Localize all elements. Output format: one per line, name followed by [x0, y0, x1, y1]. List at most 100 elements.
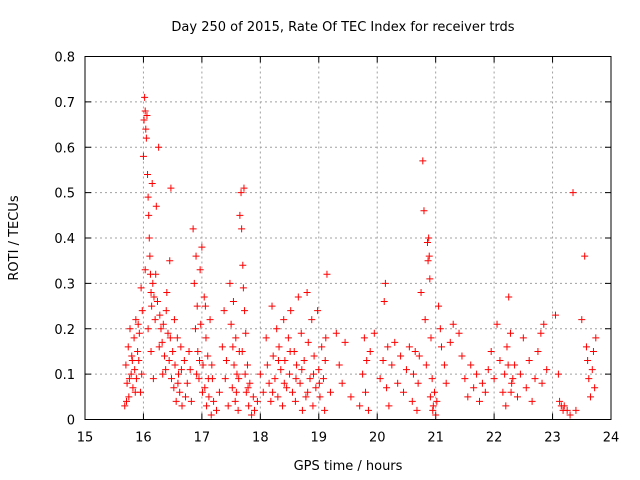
- data-point: [248, 411, 256, 419]
- data-point: [467, 361, 475, 369]
- data-point: [308, 316, 316, 324]
- data-point: [156, 311, 164, 319]
- data-point: [169, 347, 177, 355]
- data-point: [421, 316, 429, 324]
- data-point: [226, 279, 234, 287]
- data-point: [187, 397, 195, 405]
- data-point: [132, 316, 140, 324]
- y-tick-label: 0.3: [54, 277, 75, 292]
- grid-lines: [85, 56, 611, 420]
- data-point: [185, 347, 193, 355]
- data-point: [315, 379, 323, 387]
- data-point: [326, 388, 334, 396]
- data-point: [207, 411, 215, 419]
- data-point: [146, 252, 154, 260]
- data-point: [446, 338, 454, 346]
- data-point: [238, 225, 246, 233]
- data-point: [385, 402, 393, 410]
- data-point: [271, 375, 279, 383]
- data-point: [125, 375, 133, 383]
- data-point: [178, 402, 186, 410]
- data-point: [197, 320, 205, 328]
- data-point: [442, 379, 450, 387]
- data-point: [150, 293, 158, 301]
- data-point: [563, 406, 571, 414]
- data-point: [286, 347, 294, 355]
- data-point: [280, 316, 288, 324]
- data-point: [246, 379, 254, 387]
- data-point: [241, 307, 249, 315]
- data-point: [167, 184, 175, 192]
- data-point: [292, 375, 300, 383]
- data-point: [125, 393, 133, 401]
- data-point: [281, 357, 289, 365]
- x-tick-label: 22: [486, 431, 503, 446]
- data-point: [531, 375, 539, 383]
- data-point: [149, 279, 157, 287]
- data-point: [508, 379, 516, 387]
- data-point: [182, 393, 190, 401]
- data-point: [171, 361, 179, 369]
- data-point: [142, 134, 150, 142]
- data-point: [153, 298, 161, 306]
- data-point: [287, 307, 295, 315]
- y-tick-label: 0.8: [54, 51, 75, 66]
- data-point: [316, 393, 324, 401]
- data-point: [405, 343, 413, 351]
- data-point: [155, 143, 163, 151]
- data-point: [425, 252, 433, 260]
- data-point: [438, 343, 446, 351]
- data-point: [284, 334, 292, 342]
- data-point: [588, 366, 596, 374]
- data-point: [198, 388, 206, 396]
- data-point: [253, 397, 261, 405]
- data-point: [458, 352, 466, 360]
- data-point: [513, 393, 521, 401]
- data-point: [195, 375, 203, 383]
- data-point: [138, 370, 146, 378]
- data-point: [312, 384, 320, 392]
- data-point: [296, 379, 304, 387]
- data-point: [275, 343, 283, 351]
- data-point: [419, 157, 427, 165]
- data-point: [572, 406, 580, 414]
- plot-frame: [84, 56, 612, 420]
- data-point: [566, 411, 574, 419]
- data-point: [411, 347, 419, 355]
- data-point: [229, 343, 237, 351]
- x-tick-label: 15: [77, 431, 94, 446]
- data-point: [199, 361, 207, 369]
- data-point: [306, 375, 314, 383]
- data-point: [222, 357, 230, 365]
- data-point: [229, 298, 237, 306]
- data-point: [414, 379, 422, 387]
- data-point: [359, 370, 367, 378]
- data-point: [294, 293, 302, 301]
- data-point: [166, 257, 174, 265]
- data-point: [144, 325, 152, 333]
- data-point: [203, 402, 211, 410]
- data-point: [569, 189, 577, 197]
- y-axis-label: ROTI / TECUs: [7, 195, 22, 280]
- data-point: [200, 293, 208, 301]
- data-point: [124, 343, 132, 351]
- data-point: [484, 366, 492, 374]
- data-point: [366, 347, 374, 355]
- data-point: [347, 393, 355, 401]
- data-point: [338, 379, 346, 387]
- data-point: [204, 352, 212, 360]
- data-point: [522, 384, 530, 392]
- data-point: [499, 388, 507, 396]
- data-point: [242, 388, 250, 396]
- data-point: [425, 234, 433, 242]
- data-point: [193, 370, 201, 378]
- data-point: [192, 252, 200, 260]
- data-point: [202, 334, 210, 342]
- y-tick-label: 0.6: [54, 141, 75, 156]
- data-point: [228, 384, 236, 392]
- data-point: [141, 266, 149, 274]
- data-point: [473, 370, 481, 378]
- x-tick-label: 16: [135, 431, 152, 446]
- data-point: [551, 311, 559, 319]
- data-point: [321, 357, 329, 365]
